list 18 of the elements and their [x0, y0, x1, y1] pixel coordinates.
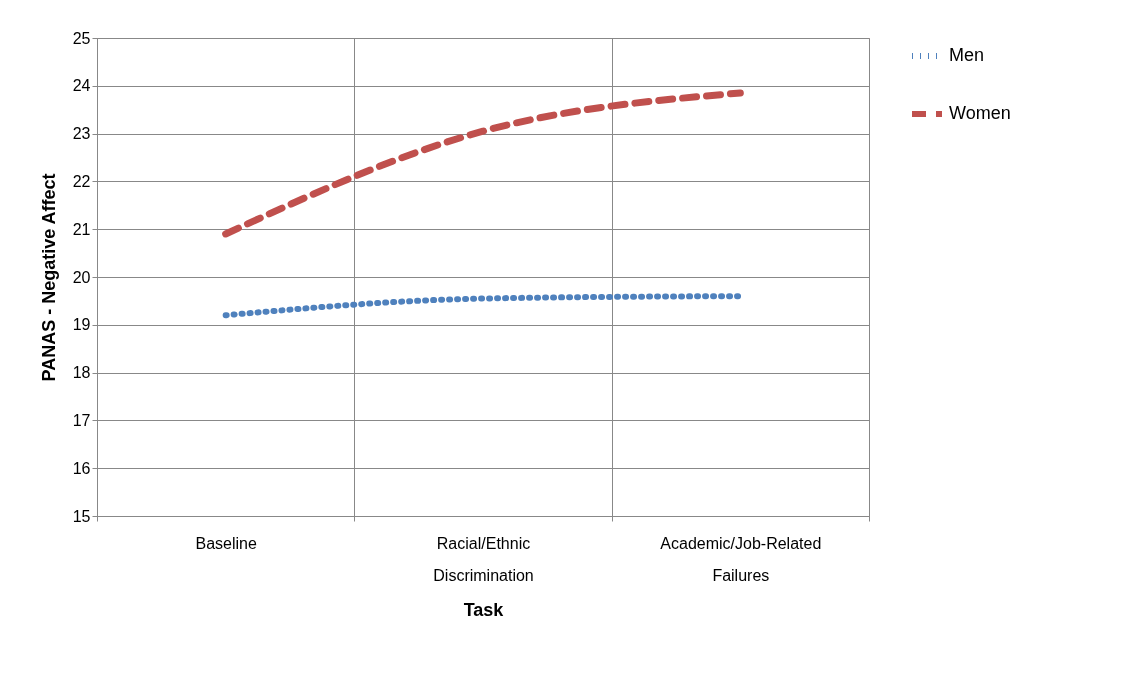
y-tick-label: 18: [72, 364, 91, 382]
y-tick-label: 24: [72, 77, 91, 95]
y-tick-label: 19: [72, 316, 91, 334]
legend-label: Women: [949, 103, 1011, 123]
y-tick-label: 15: [72, 507, 91, 525]
y-axis-title: PANAS - Negative Affect: [38, 173, 59, 382]
x-tick-label: Racial/Ethnic Discrimination: [433, 534, 534, 584]
y-tick-label: 21: [72, 220, 91, 238]
y-tick-label: 20: [72, 268, 91, 286]
legend-label: Men: [949, 45, 985, 65]
y-tick-label: 17: [72, 411, 91, 429]
y-tick-label: 16: [72, 459, 91, 477]
x-axis-title: Task: [463, 599, 505, 620]
x-tick-label: Baseline: [195, 534, 257, 552]
x-tick-label: Academic/Job-Related Failures: [660, 534, 822, 584]
y-tick-label: 25: [72, 29, 91, 47]
y-tick-label: 22: [72, 172, 91, 190]
y-tick-label: 23: [72, 125, 91, 143]
